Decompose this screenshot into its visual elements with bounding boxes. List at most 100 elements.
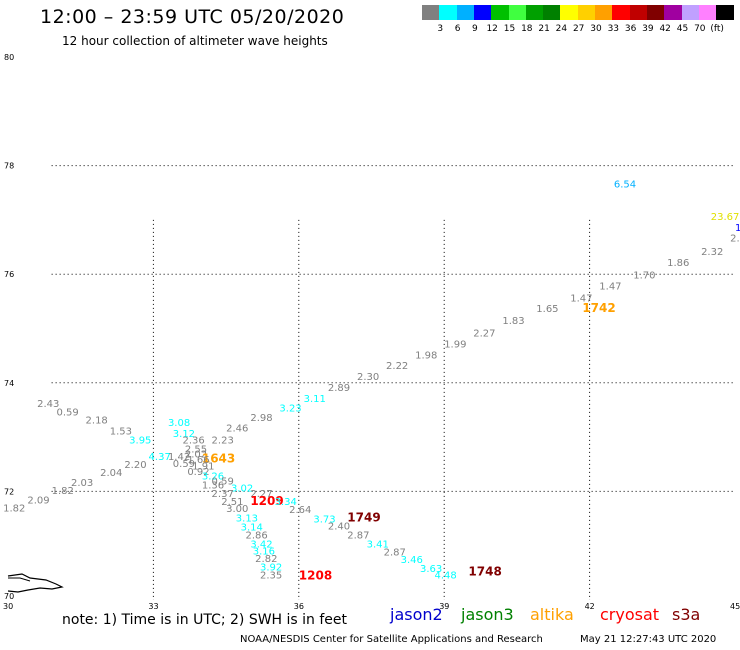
wave-height-value: 3.02: [231, 483, 253, 494]
lon-tick-label: 45: [730, 602, 740, 611]
legend-swatch: [664, 5, 683, 20]
wave-height-value: 3.26: [202, 471, 224, 482]
wave-height-value: 2.23: [212, 436, 234, 447]
legend-label: 36: [624, 24, 637, 34]
legend-swatch: [525, 5, 544, 20]
wave-height-value: 2.64: [289, 505, 311, 516]
legend-swatch: [629, 5, 648, 20]
legend-label: 33: [607, 24, 620, 34]
wave-height-value: 2.82: [255, 554, 277, 565]
lat-tick-label: 80: [4, 53, 14, 62]
wave-height-value: 2.27: [473, 329, 495, 340]
wave-height-value: 1.86: [667, 258, 689, 269]
satellite-cryosat: cryosat: [600, 605, 660, 624]
wave-height-value: 0.92: [187, 467, 209, 478]
lon-tick-label: 36: [294, 602, 304, 611]
wave-height-value: 1.82: [3, 503, 25, 514]
wave-height-value: 1.47: [599, 281, 621, 292]
wave-height-value: 2.36: [182, 436, 204, 447]
wave-height-value: 2.: [730, 234, 740, 245]
wave-height-value: 1.65: [536, 304, 558, 315]
wave-height-value: 1.82: [52, 486, 74, 497]
lat-tick-label: 74: [4, 379, 14, 388]
lon-tick-label: 42: [585, 602, 595, 611]
lon-tick-label: 33: [148, 602, 158, 611]
wave-height-value: 2.32: [701, 247, 723, 258]
wave-height-value: 2.02: [185, 450, 207, 461]
legend-label: 45: [676, 24, 689, 34]
satellite-jason3: jason3: [461, 605, 514, 624]
wave-height-value: 1.42: [168, 452, 190, 463]
wave-height-value: 2.18: [86, 416, 108, 427]
wave-height-value: 2.86: [245, 531, 267, 542]
legend-label: 42: [659, 24, 671, 34]
wave-height-value: 2.98: [250, 413, 272, 424]
legend-label: 70: [694, 24, 706, 34]
wave-height-value: 1.83: [502, 316, 524, 327]
wave-height-value: 3.23: [279, 404, 301, 415]
wave-height-value: 2.35: [260, 570, 282, 581]
wave-height-value: 2.37: [212, 489, 234, 500]
legend-label: 9: [472, 24, 478, 34]
pass-time-label: 1209: [250, 494, 283, 508]
legend-label: 30: [590, 24, 602, 34]
legend-label: 18: [521, 24, 533, 34]
wave-height-value: 3.63: [420, 564, 442, 575]
wave-height-value: 2.51: [221, 497, 243, 508]
wave-height-value: 1: [735, 223, 740, 234]
wave-height-value: 4.48: [435, 570, 457, 581]
credit-text: NOAA/NESDIS Center for Satellite Applica…: [240, 634, 543, 645]
legend-label: 12: [486, 24, 498, 34]
legend-label: 6: [454, 24, 461, 34]
pass-time-label: 1749: [347, 510, 380, 524]
wave-height-value: 2.04: [100, 468, 122, 479]
wave-height-value: 2.89: [328, 383, 350, 394]
wave-height-value: 3.42: [250, 539, 272, 550]
page-title: 12:00 – 23:59 UTC 05/20/2020: [40, 6, 345, 28]
wave-height-value: 3.92: [260, 563, 282, 574]
wave-height-value: 2.43: [37, 399, 59, 410]
pass-time-label: 1643: [202, 452, 235, 466]
legend-swatch: [422, 5, 440, 20]
wave-height-value: 2.55: [185, 444, 207, 455]
legend-label: 21: [538, 24, 550, 34]
wave-height-value: 2.03: [71, 478, 93, 489]
wave-height-value: 23.67: [711, 212, 740, 223]
wave-height-value: 3.16: [253, 546, 275, 557]
wave-height-value: 2.09: [27, 495, 49, 506]
wave-height-value: 2.46: [226, 424, 248, 435]
lon-tick-label: 39: [439, 602, 449, 611]
wave-height-value: 3.14: [241, 522, 263, 533]
wave-height-value: 1.66: [187, 455, 209, 466]
page-subtitle: 12 hour collection of altimeter wave hei…: [62, 34, 328, 48]
wave-height-value: 2.22: [386, 361, 408, 372]
legend-swatch: [439, 5, 458, 20]
legend-label: 15: [503, 24, 516, 34]
lon-tick-label: 30: [3, 602, 13, 611]
legend-swatch: [560, 5, 579, 20]
legend-swatch: [508, 5, 527, 20]
legend-swatch: [716, 5, 735, 20]
legend-swatch: [698, 5, 717, 20]
wave-height-value: 1.53: [110, 426, 132, 437]
wave-height-value: 0.59: [212, 476, 234, 487]
wave-height-value: 1.70: [633, 271, 655, 282]
coastline: [7, 573, 64, 593]
wave-height-value: 3.12: [173, 429, 195, 440]
satellite-altika: altika: [530, 605, 574, 624]
wave-height-value: 3.41: [367, 539, 389, 550]
lat-tick-label: 72: [4, 487, 14, 496]
legend-swatch: [491, 5, 510, 20]
wave-height-value: 3.46: [401, 555, 423, 566]
wave-height-value: 3.11: [304, 394, 326, 405]
pass-time-label: 1742: [582, 301, 615, 315]
wave-height-value: 3.73: [313, 514, 335, 525]
wave-height-value: 3.08: [168, 418, 190, 429]
legend-swatch: [612, 5, 631, 20]
wave-height-value: 3.00: [226, 504, 248, 515]
satellite-jason2: jason2: [390, 605, 443, 624]
legend-swatch: [595, 5, 613, 20]
lat-tick-label: 70: [4, 592, 14, 601]
pass-time-label: 1208: [299, 568, 332, 582]
